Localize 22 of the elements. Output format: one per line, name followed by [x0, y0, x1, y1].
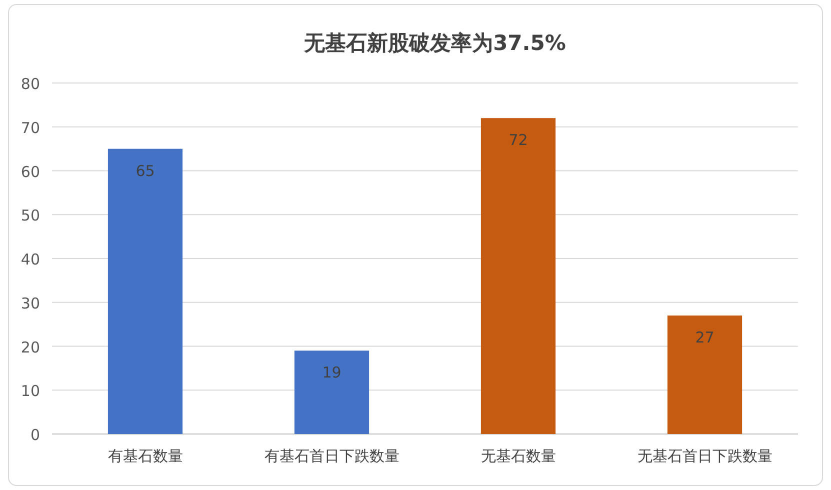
x-tick-label: 无基石数量	[480, 447, 556, 465]
y-tick-label: 10	[20, 382, 40, 400]
y-tick-label: 50	[20, 206, 40, 225]
y-tick-label: 70	[20, 118, 40, 137]
data-label: 27	[695, 328, 714, 347]
bar	[480, 118, 556, 434]
x-tick-label: 有基石首日下跌数量	[264, 447, 400, 465]
y-tick-label: 30	[20, 294, 40, 312]
y-tick-label: 40	[20, 250, 40, 268]
y-tick-label: 0	[30, 426, 40, 444]
bar	[108, 148, 183, 434]
y-tick-label: 60	[20, 162, 40, 181]
data-label: 72	[508, 131, 528, 150]
data-label: 19	[322, 364, 342, 382]
data-label: 65	[136, 162, 155, 180]
x-tick-label: 有基石数量	[108, 447, 183, 465]
bar	[667, 316, 742, 434]
y-tick-label: 20	[20, 338, 40, 356]
bar	[294, 350, 370, 434]
x-tick-label: 无基石首日下跌数量	[637, 447, 772, 465]
y-tick-label: 80	[20, 75, 40, 93]
chart-title: 无基石新股破发率为37.5%	[303, 31, 566, 55]
